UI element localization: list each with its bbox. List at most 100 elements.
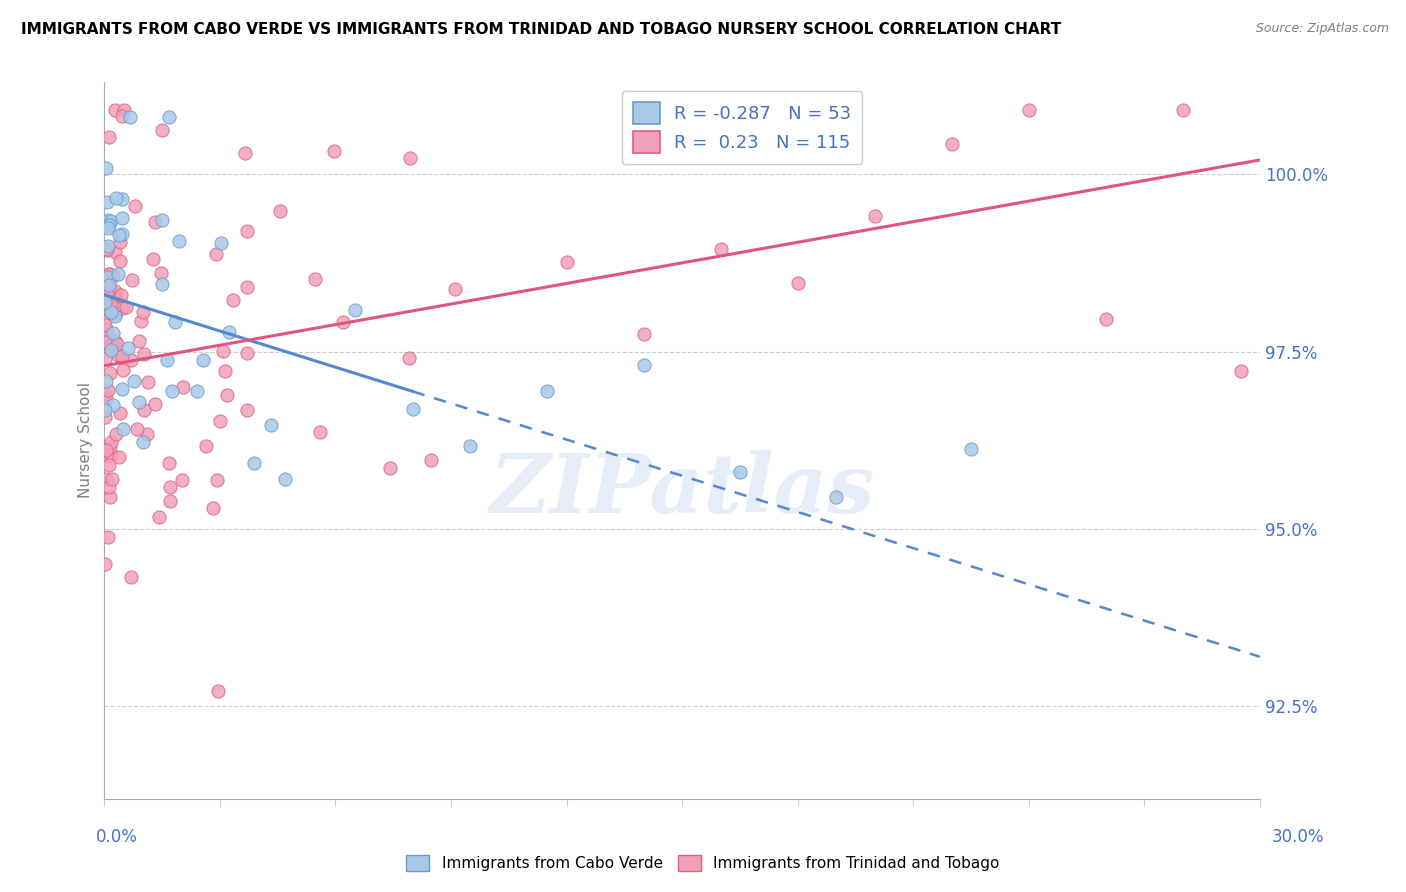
Point [308,425,330,439]
Point [111,211,134,225]
Point [208,414,231,428]
Point [269,203,291,218]
Point [111,109,134,123]
Point [243,456,266,470]
Point [98,491,121,505]
Point [207,683,229,698]
Text: 0.0%: 0.0% [96,828,138,846]
Point [96,243,118,257]
Y-axis label: Nursery School: Nursery School [79,383,93,499]
Legend: R = -0.287   N = 53, R =  0.23   N = 115: R = -0.287 N = 53, R = 0.23 N = 115 [621,91,862,164]
Point [710,242,733,256]
Point [205,246,228,260]
Point [150,213,173,227]
Point [111,227,134,242]
Point [148,510,170,524]
Point [108,450,131,465]
Point [96,335,118,350]
Point [104,244,127,259]
Point [97,458,120,472]
Point [332,315,354,329]
Point [94,161,117,175]
Point [104,334,127,348]
Point [100,305,122,319]
Point [157,111,180,125]
Point [97,239,120,253]
Point [399,151,422,165]
Point [98,366,121,380]
Point [105,336,128,351]
Point [97,267,120,281]
Point [150,277,173,291]
Point [458,439,481,453]
Point [322,144,344,158]
Point [129,314,152,328]
Point [157,456,180,470]
Point [112,363,135,377]
Point [94,294,117,309]
Point [100,343,122,357]
Point [786,277,808,291]
Point [132,434,155,449]
Point [378,460,401,475]
Point [97,218,120,232]
Point [170,473,193,487]
Point [235,223,257,237]
Point [104,309,127,323]
Point [105,427,128,442]
Point [160,384,183,398]
Point [172,380,194,394]
Point [343,302,366,317]
Point [132,403,155,417]
Point [236,279,259,293]
Point [96,195,118,210]
Point [97,213,120,227]
Point [94,392,117,406]
Point [94,558,117,572]
Point [128,334,150,348]
Point [1018,103,1040,118]
Point [97,267,120,281]
Point [941,137,963,152]
Point [193,352,215,367]
Point [100,214,122,228]
Point [120,352,142,367]
Point [97,270,120,285]
Point [211,344,233,359]
Point [443,283,465,297]
Point [100,297,122,311]
Point [94,374,117,388]
Point [96,322,118,336]
Point [97,298,120,312]
Point [97,303,120,318]
Point [96,286,118,301]
Point [420,453,443,467]
Point [97,328,120,343]
Point [104,341,127,355]
Point [186,384,208,398]
Point [260,418,283,433]
Point [274,472,297,486]
Point [103,398,125,412]
Text: IMMIGRANTS FROM CABO VERDE VS IMMIGRANTS FROM TRINIDAD AND TOBAGO NURSERY SCHOOL: IMMIGRANTS FROM CABO VERDE VS IMMIGRANTS… [21,22,1062,37]
Point [134,347,156,361]
Point [960,442,983,457]
Point [94,410,117,425]
Point [100,282,122,296]
Point [114,103,136,118]
Point [96,472,118,486]
Point [555,255,578,269]
Point [863,210,886,224]
Point [128,395,150,409]
Point [633,358,655,372]
Point [100,435,122,450]
Point [536,384,558,398]
Point [150,122,173,136]
Point [94,318,117,332]
Point [94,402,117,417]
Point [235,345,257,359]
Point [108,254,131,268]
Point [115,300,138,314]
Point [111,422,134,436]
Point [97,450,120,464]
